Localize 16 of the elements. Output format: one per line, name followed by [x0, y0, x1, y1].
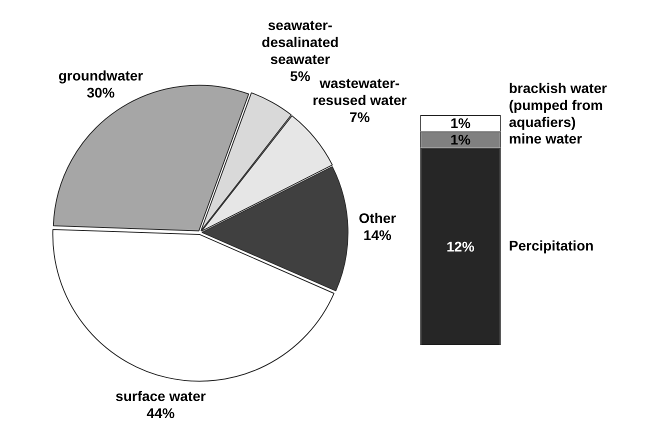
slice-label: Other [358, 210, 397, 226]
data-label: 44% [146, 404, 176, 421]
data-label: 7% [350, 109, 370, 126]
data-label: 12% [446, 238, 476, 254]
data-label: 30% [86, 84, 116, 101]
series-label: Percipitation [508, 237, 594, 254]
series-label: brackish water (pumped from aquafiers) [508, 80, 608, 130]
slice-label: seawater-desalinated seawater [262, 17, 339, 68]
data-label: 1% [450, 132, 472, 148]
series-label: mine water [508, 130, 583, 146]
data-label: 1% [450, 115, 472, 132]
slice-label: wastewater-resused water [312, 75, 408, 108]
slice-label: groundwater [58, 68, 144, 84]
slice-label: surface water [116, 388, 206, 404]
data-label: 5% [290, 68, 311, 84]
data-label: 14% [363, 226, 392, 243]
